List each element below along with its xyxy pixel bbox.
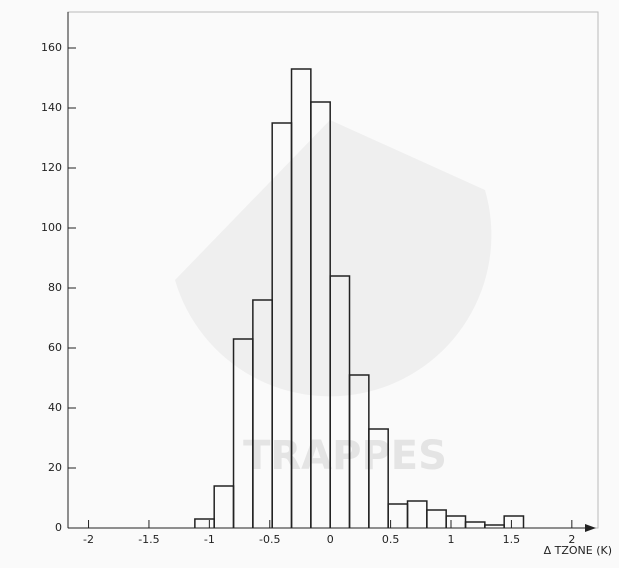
y-tick-label: 100 (41, 221, 62, 234)
y-tick-label: 60 (48, 341, 62, 354)
watermark: TRAPPES (243, 433, 447, 479)
y-tick-label: 120 (41, 161, 62, 174)
x-tick-label: -2 (83, 533, 94, 546)
y-tick-label: 0 (55, 521, 62, 534)
x-tick-label: 1 (448, 533, 455, 546)
x-tick-label: 1.5 (503, 533, 521, 546)
y-tick-label: 80 (48, 281, 62, 294)
y-tick-label: 160 (41, 41, 62, 54)
x-axis-label: Δ TZONE (K) (544, 544, 612, 557)
y-tick-label: 140 (41, 101, 62, 114)
x-tick-label: 0 (327, 533, 334, 546)
x-tick-label: -1.5 (138, 533, 159, 546)
chart: TRAPPES Δ TZONE (K) 02040608010012014016… (0, 0, 619, 568)
x-tick-label: 2 (568, 533, 575, 546)
y-tick-label: 40 (48, 401, 62, 414)
x-tick-label: -1 (204, 533, 215, 546)
x-tick-label: 0.5 (382, 533, 400, 546)
x-tick-label: -0.5 (259, 533, 280, 546)
y-tick-label: 20 (48, 461, 62, 474)
